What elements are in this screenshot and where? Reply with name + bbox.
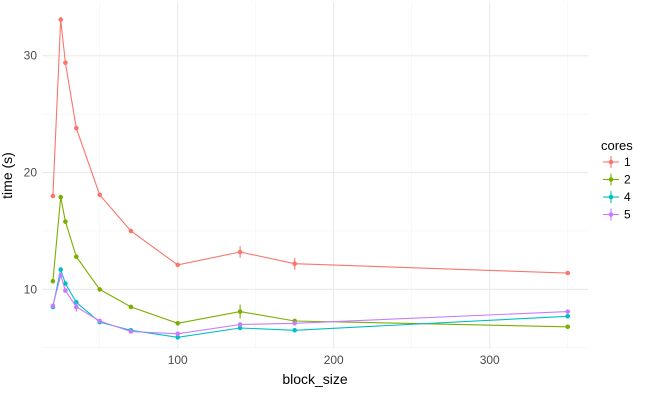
data-point: [63, 219, 68, 224]
data-point: [97, 192, 103, 198]
data-point: [63, 288, 68, 293]
x-tick-label: 300: [480, 353, 500, 367]
legend-label: 2: [624, 173, 631, 187]
data-point: [50, 303, 56, 309]
data-point: [128, 329, 134, 334]
plot-panel: [42, 2, 588, 349]
data-point: [237, 322, 243, 327]
data-point: [63, 60, 68, 66]
series-5: [50, 273, 571, 337]
data-point: [128, 228, 134, 234]
data-point: [565, 270, 571, 276]
x-tick-label: 200: [324, 353, 344, 367]
major-gridlines: [42, 2, 588, 349]
x-axis-tick-labels: 100 200 300: [168, 353, 500, 367]
data-point: [74, 304, 79, 310]
data-point: [292, 320, 298, 326]
y-axis-title: time (s): [0, 152, 15, 199]
legend-item-5: 5: [603, 208, 631, 222]
data-point: [58, 267, 64, 272]
legend-item-1: 1: [603, 155, 631, 169]
y-tick-label: 10: [24, 282, 38, 296]
data-point: [97, 318, 103, 324]
data-point: [175, 335, 181, 340]
legend-item-4: 4: [603, 190, 631, 204]
data-point: [175, 320, 181, 326]
data-point: [58, 273, 64, 278]
data-point: [565, 313, 571, 319]
legend-key-point: [608, 159, 614, 165]
series-2: [50, 194, 571, 330]
legend-label: 5: [624, 208, 631, 222]
plot-background: [42, 2, 588, 349]
legend-item-2: 2: [603, 173, 631, 187]
legend-items: 1 2 4 5: [603, 155, 631, 222]
data-point: [74, 254, 79, 260]
series-line: [52, 273, 568, 335]
series-line: [52, 196, 568, 328]
data-point: [63, 281, 68, 286]
data-point: [74, 125, 79, 131]
legend: cores 1 2 4 5: [601, 138, 633, 222]
y-axis-tick-labels: 10 20 30: [24, 49, 38, 297]
series-layer: [50, 17, 571, 340]
legend-title: cores: [601, 138, 633, 153]
data-point: [292, 328, 298, 333]
data-point: [237, 325, 243, 331]
data-point: [237, 249, 243, 255]
y-tick-label: 30: [24, 49, 38, 63]
series-line: [52, 19, 568, 274]
data-point: [50, 278, 56, 284]
data-point: [175, 331, 181, 337]
data-point: [565, 309, 571, 314]
data-point: [97, 287, 103, 292]
data-point: [50, 193, 56, 199]
data-point: [58, 17, 64, 22]
series-1: [50, 17, 571, 276]
legend-key-point: [608, 194, 614, 200]
data-point: [128, 304, 134, 310]
legend-key-point: [608, 177, 614, 182]
legend-label: 4: [624, 190, 631, 204]
data-point: [565, 324, 571, 330]
legend-key-point: [608, 212, 614, 217]
x-axis-title: block_size: [282, 371, 348, 387]
y-tick-label: 20: [24, 166, 38, 180]
data-point: [237, 309, 243, 314]
x-tick-label: 100: [168, 353, 188, 367]
data-point: [175, 262, 181, 268]
legend-label: 1: [624, 155, 631, 169]
data-point: [292, 261, 298, 267]
data-point: [58, 194, 64, 200]
